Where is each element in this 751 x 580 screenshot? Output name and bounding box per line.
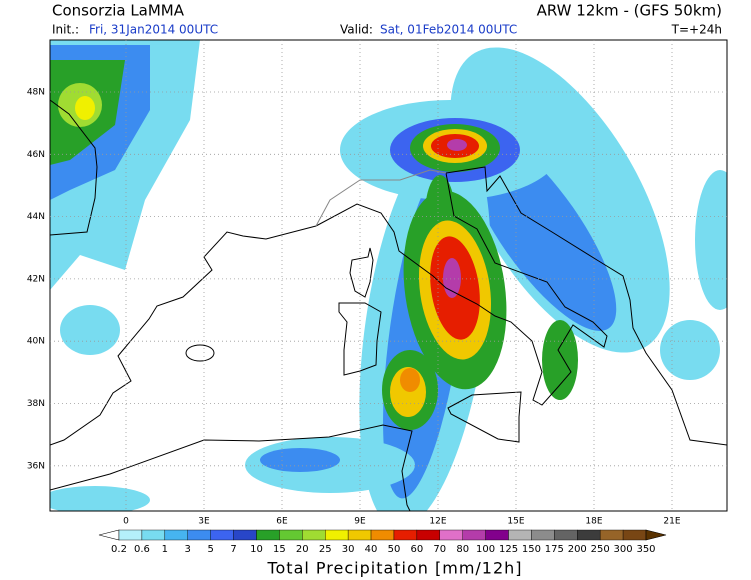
- lon-label: 18E: [585, 517, 602, 527]
- map-frame: [49, 39, 728, 512]
- init-value: Fri, 31Jan2014 00UTC: [89, 23, 218, 37]
- colorbar-label: 80: [456, 544, 469, 555]
- colorbar-label: 70: [433, 544, 446, 555]
- colorbar-title: Total Precipitation [mm/12h]: [266, 559, 522, 578]
- colorbar-box: [118, 529, 143, 541]
- colorbar-box: [531, 529, 555, 541]
- colorbar-label: 0.2: [111, 544, 127, 555]
- colorbar-box: [622, 529, 647, 541]
- colorbar-label: 300: [614, 544, 633, 555]
- precip-area: [695, 170, 727, 310]
- colorbar-label: 175: [545, 544, 564, 555]
- colorbar-box: [554, 529, 578, 541]
- colorbar-under: [98, 529, 120, 541]
- colorbar-box: [462, 529, 486, 541]
- colorbar-label: 350: [636, 544, 655, 555]
- lat-label: 46N: [27, 150, 45, 160]
- header: Consorzia LaMMA ARW 12km - (GFS 50km) In…: [52, 2, 722, 37]
- colorbar-box: [279, 529, 303, 541]
- coastline: [447, 391, 522, 443]
- model: ARW 12km - (GFS 50km): [537, 2, 722, 20]
- colorbar-box: [187, 529, 211, 541]
- border: [315, 169, 447, 227]
- lon-label: 9E: [354, 517, 366, 527]
- lat-label: 40N: [27, 337, 45, 347]
- colorbar-box: [439, 529, 463, 541]
- colorbar-box: [370, 529, 395, 541]
- colorbar-box: [256, 529, 280, 541]
- lon-label: 3E: [198, 517, 210, 527]
- colorbar-label: 10: [250, 544, 263, 555]
- coastline: [338, 302, 382, 376]
- colorbar-box: [393, 529, 418, 541]
- valid-value: Sat, 01Feb2014 00UTC: [380, 23, 517, 37]
- colorbar-label: 15: [273, 544, 286, 555]
- lat-label: 38N: [27, 399, 45, 409]
- colorbar-label: 250: [591, 544, 610, 555]
- colorbar-box: [416, 529, 440, 541]
- coastline: [315, 166, 727, 446]
- colorbar-label: 1: [162, 544, 168, 555]
- colorbar-label: 125: [499, 544, 518, 555]
- precip-area: [50, 486, 150, 511]
- coastline: [50, 424, 413, 511]
- coastline: [349, 247, 374, 298]
- colorbar-box: [164, 529, 188, 541]
- colorbar-label: 20: [296, 544, 309, 555]
- colorbar-box: [210, 529, 234, 541]
- coastline: [185, 344, 215, 362]
- colorbar-label: 5: [207, 544, 213, 555]
- lon-label: 0: [123, 517, 129, 527]
- colorbar-box: [302, 529, 326, 541]
- colorbar-box: [485, 529, 509, 541]
- colorbar-box: [508, 529, 532, 541]
- precip-area: [75, 96, 95, 120]
- colorbar-label: 150: [522, 544, 541, 555]
- colorbar-over: [645, 529, 667, 541]
- colorbar-label: 7: [230, 544, 236, 555]
- init-label: Init.:: [52, 23, 79, 37]
- colorbar-label: 30: [342, 544, 355, 555]
- colorbar-label: 3: [185, 544, 191, 555]
- colorbar-label: 50: [388, 544, 401, 555]
- precip-area: [443, 258, 461, 298]
- colorbar-label: 200: [568, 544, 587, 555]
- coastlines: [50, 99, 727, 511]
- colorbar-box: [577, 529, 601, 541]
- lat-label: 36N: [27, 461, 45, 471]
- precip-area: [542, 320, 578, 400]
- colorbar-box: [347, 529, 372, 541]
- colorbar-label: 40: [365, 544, 378, 555]
- colorbar-box: [141, 529, 166, 541]
- precip-area: [60, 305, 120, 355]
- precip-area: [447, 139, 467, 151]
- colorbar-label: 60: [411, 544, 424, 555]
- lon-label: 21E: [663, 517, 680, 527]
- coastline: [50, 99, 98, 236]
- colorbar-box: [599, 529, 624, 541]
- coastline: [50, 225, 317, 446]
- lon-label: 12E: [429, 517, 446, 527]
- title: Consorzia LaMMA: [52, 2, 185, 20]
- precip-field: [50, 40, 727, 511]
- precip-area: [660, 320, 720, 380]
- colorbar-label: 0.6: [134, 544, 150, 555]
- precip-area: [400, 368, 420, 392]
- lat-label: 44N: [27, 212, 45, 222]
- lon-label: 6E: [276, 517, 288, 527]
- colorbar-box: [233, 529, 257, 541]
- lon-label: 15E: [507, 517, 524, 527]
- colorbar-label: 25: [319, 544, 332, 555]
- precip-area: [260, 448, 340, 472]
- colorbar-box: [325, 529, 349, 541]
- valid-label: Valid:: [340, 23, 373, 37]
- lat-label: 48N: [27, 88, 45, 98]
- lat-label: 42N: [27, 274, 45, 284]
- lead-time: T=+24h: [671, 23, 722, 37]
- colorbar-label: 100: [476, 544, 495, 555]
